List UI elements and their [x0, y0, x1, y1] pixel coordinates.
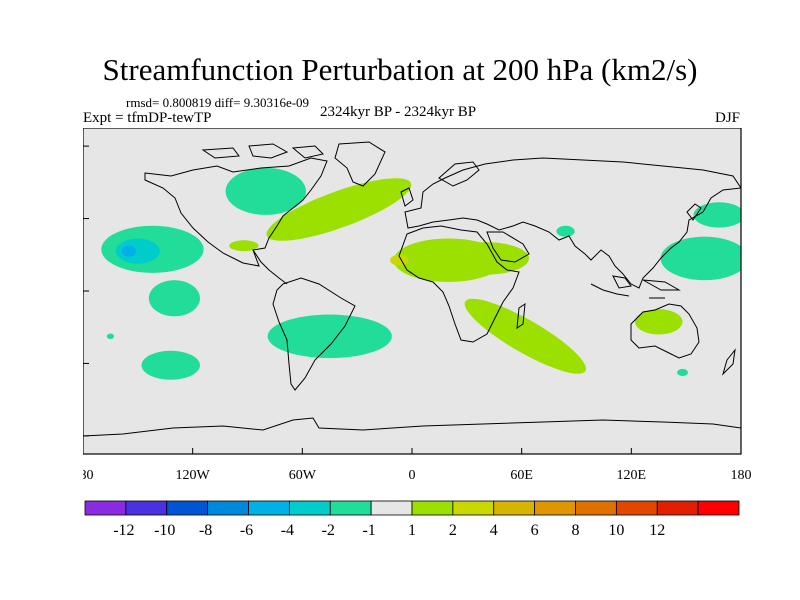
colorbar-segment	[493, 500, 536, 516]
anomaly-patch	[121, 245, 137, 257]
colorbar-segment	[288, 500, 331, 516]
colorbar-segment	[125, 500, 168, 516]
anomaly-patch	[141, 350, 200, 380]
colorbar-label: -6	[240, 522, 253, 539]
colorbar-label: -8	[199, 522, 212, 539]
chart-title: Streamfunction Perturbation at 200 hPa (…	[102, 52, 698, 87]
coastline-madagascar	[516, 302, 526, 330]
colorbar-segment	[248, 500, 290, 516]
coastline-japan	[686, 203, 702, 221]
colorbar-label: 1	[408, 522, 416, 539]
map-plot: 180120W60W060E120E18080N40N040S80S -12-1…	[83, 128, 752, 539]
coastline-arctic-islands	[201, 143, 324, 159]
colorbar-label: -2	[322, 522, 335, 539]
experiment-label: Expt = tfmDP-tewTP	[83, 110, 212, 126]
anomaly-patch	[229, 240, 259, 252]
anomaly-patch	[556, 225, 575, 237]
lon-tick-label: 180	[83, 468, 94, 483]
anomaly-patch	[693, 202, 741, 228]
anomaly-patch	[148, 280, 200, 317]
colorbar-label: -4	[281, 522, 294, 539]
coastline-south-america	[272, 277, 356, 391]
anomaly-patch	[677, 368, 688, 377]
colorbar-segment	[370, 500, 413, 516]
coastline-new-zealand	[721, 348, 736, 376]
coastline-north-america	[144, 157, 328, 267]
anomaly-patch	[106, 333, 115, 339]
anomaly-patch	[267, 314, 392, 359]
stats-text: rmsd= 0.800819 diff= 9.30316e-09	[126, 95, 310, 110]
colorbar-label: -10	[154, 522, 175, 539]
colorbar-segment	[329, 500, 372, 516]
coastline-scandinavia	[438, 161, 480, 187]
lon-tick-label: 120E	[617, 468, 647, 483]
colorbar-segment	[697, 500, 740, 516]
anomaly-patch	[390, 254, 409, 266]
colorbar-segment	[656, 500, 699, 516]
coastline-indonesia	[590, 275, 681, 299]
colorbar-label: 4	[490, 522, 498, 539]
anomaly-patch	[225, 167, 306, 215]
coastline-arabia	[486, 231, 530, 263]
anomaly-patch	[660, 236, 741, 281]
coastline-british-isles	[400, 187, 414, 207]
coastline-eurasia	[404, 157, 741, 289]
colorbar-label: 10	[608, 522, 624, 539]
anomaly-patch	[115, 238, 160, 264]
lon-tick-label: 60E	[510, 468, 533, 483]
coastline-antarctica	[83, 417, 741, 437]
anomaly-patch	[266, 178, 412, 241]
colorbar-label: -1	[362, 522, 375, 539]
lon-tick-label: 0	[409, 468, 416, 483]
colorbar-segment	[411, 500, 454, 516]
coastline-australia	[630, 303, 700, 359]
lon-tick-label: 120W	[176, 468, 211, 483]
period-label: 2324kyr BP - 2324kyr BP	[320, 104, 477, 120]
colorbar-label: 12	[649, 522, 665, 539]
colorbar-segment	[575, 500, 617, 516]
lon-tick-label: 180	[731, 468, 752, 483]
colorbar-segment	[615, 500, 658, 516]
colorbar-label: -12	[113, 522, 134, 539]
season-label: DJF	[714, 110, 740, 126]
colorbar-segment	[84, 500, 127, 516]
colorbar-label: 8	[572, 522, 580, 539]
lon-tick-label: 60W	[289, 468, 317, 483]
colorbar-label: 2	[449, 522, 457, 539]
colorbar-label: 6	[531, 522, 539, 539]
coastline-greenland	[334, 141, 386, 187]
colorbar-segment	[534, 500, 576, 516]
colorbar-segment	[166, 500, 209, 516]
anomaly-patch	[634, 309, 683, 335]
coastline-africa	[398, 225, 520, 343]
colorbar-segment	[207, 500, 249, 516]
coastline-central-america	[252, 249, 288, 285]
colorbar-segment	[452, 500, 495, 516]
anomaly-patch	[441, 242, 529, 275]
